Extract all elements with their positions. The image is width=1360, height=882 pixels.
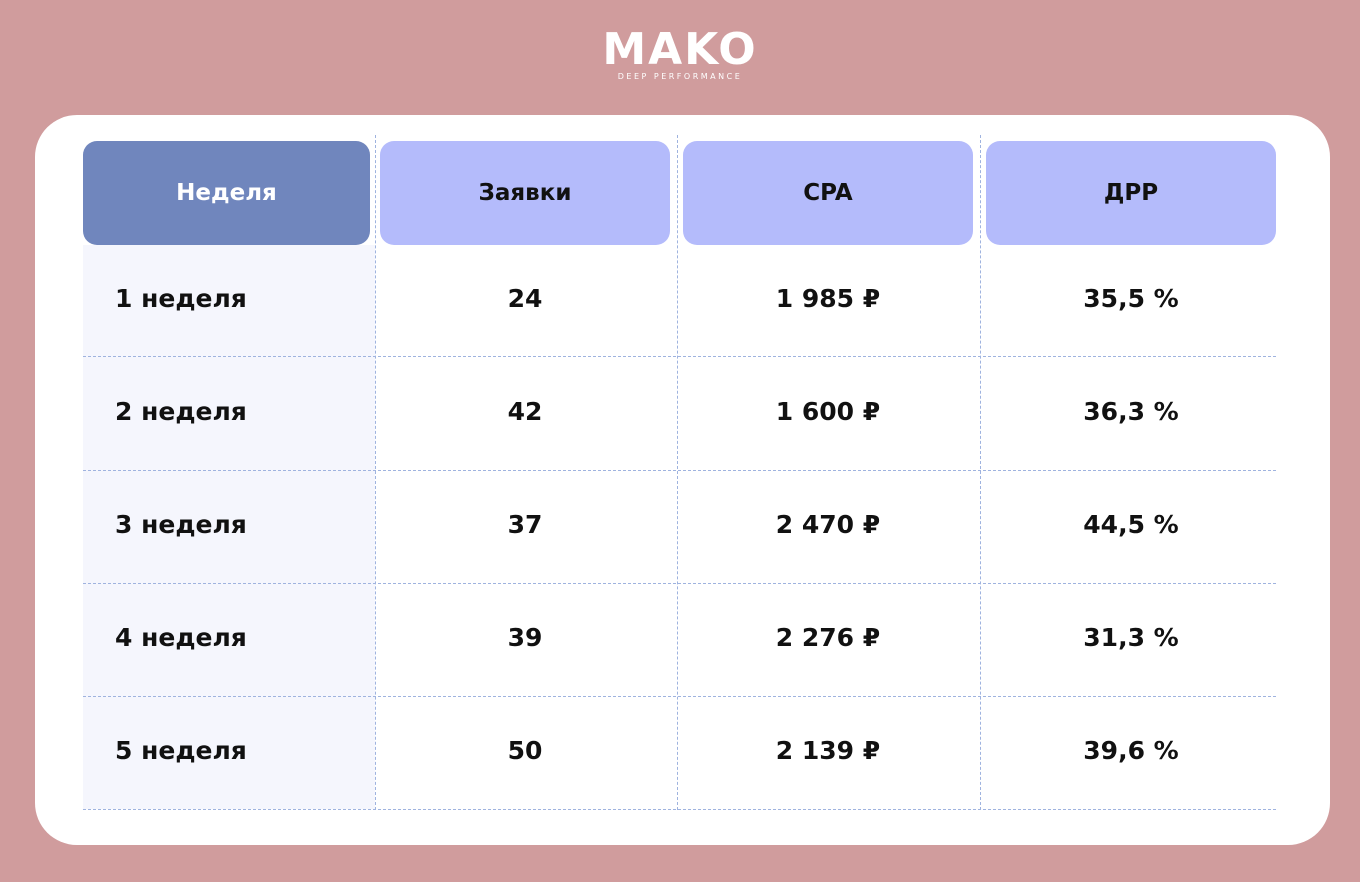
- row-divider: [83, 809, 1276, 810]
- table-cell: 2 276 ₽: [775, 623, 881, 652]
- row-divider: [83, 583, 1276, 584]
- row-divider: [83, 356, 1276, 357]
- table-cell: 1 600 ₽: [775, 396, 881, 426]
- table-cell: 37: [507, 510, 543, 539]
- column-header: Неделя: [83, 141, 370, 245]
- column-header: Заявки: [380, 141, 670, 245]
- table-cell: 36,3 %: [1083, 396, 1179, 426]
- column-divider: [375, 135, 376, 810]
- row-label: 1 неделя: [115, 284, 247, 313]
- row-label: 3 неделя: [115, 510, 247, 539]
- column-header: ДРР: [986, 141, 1276, 245]
- table-card: Неделя Заявки CPA ДРР 1 неделя 24 1 985 ₽ 35,5 …: [35, 115, 1330, 845]
- row-label: 4 неделя: [115, 623, 247, 652]
- logo: MAKO: [602, 24, 758, 75]
- column-divider: [677, 135, 678, 810]
- first-column-bg: [83, 245, 375, 809]
- table-cell: 42: [507, 396, 543, 426]
- table-cell: 39,6 %: [1083, 736, 1179, 765]
- table-cell: 2 470 ₽: [775, 510, 881, 539]
- table-cell: 44,5 %: [1083, 510, 1179, 539]
- table-cell: 31,3 %: [1083, 623, 1179, 652]
- column-divider: [980, 135, 981, 810]
- row-divider: [83, 470, 1276, 471]
- table-cell: 39: [507, 623, 543, 652]
- table-cell: 2 139 ₽: [775, 736, 881, 765]
- table-cell: 50: [507, 736, 543, 765]
- table-cell: 1 985 ₽: [775, 284, 881, 313]
- row-divider: [83, 696, 1276, 697]
- row-label: 5 неделя: [115, 736, 247, 765]
- row-label: 2 неделя: [115, 396, 247, 426]
- logo-tagline: DEEP PERFORMANCE: [617, 72, 743, 81]
- table-cell: 35,5 %: [1083, 284, 1179, 313]
- table-cell: 24: [507, 284, 543, 313]
- column-header: CPA: [683, 141, 973, 245]
